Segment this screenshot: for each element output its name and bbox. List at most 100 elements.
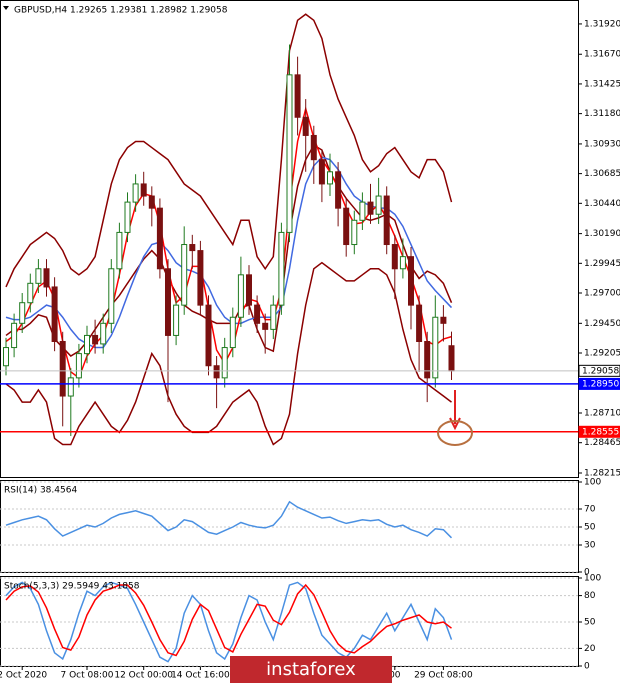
- candle-body: [229, 316, 236, 349]
- target-circle: [437, 420, 473, 446]
- candle-body: [84, 334, 90, 355]
- price-label-box: [578, 425, 620, 438]
- candle-body: [432, 316, 439, 379]
- candle-body: [148, 195, 155, 209]
- candle-body: [19, 302, 26, 324]
- candle-body: [181, 244, 188, 306]
- x-tick-label: 12 Oct 00:00: [114, 671, 173, 681]
- y-tick-label: 1.29205: [584, 349, 620, 359]
- title-icon: [3, 6, 9, 10]
- candle-body: [197, 250, 204, 306]
- y-tick-label: 1.28215: [584, 469, 620, 479]
- panel-title: RSI(14) 38.4564: [4, 486, 77, 496]
- panel-title: GBPUSD,H4 1.29265 1.29381 1.28982 1.2905…: [14, 6, 228, 16]
- y-tick-label: 1.29450: [584, 319, 620, 329]
- candle-body: [3, 347, 9, 367]
- candle-body: [156, 207, 163, 270]
- y-tick-label: 0: [584, 662, 590, 672]
- candle-body: [213, 365, 220, 379]
- candle-body: [75, 353, 82, 379]
- y-tick-label: 100: [584, 478, 601, 488]
- candle-body: [302, 116, 309, 136]
- y-tick-label: 70: [584, 505, 596, 515]
- price-label-box: [578, 377, 620, 390]
- candle-body: [383, 195, 390, 246]
- candle-body: [11, 322, 18, 349]
- candle-body: [440, 316, 447, 324]
- candle-body: [237, 274, 244, 318]
- panel-title: Stoch(5,3,3) 29.5949 43.1858: [4, 582, 140, 592]
- indicator-line: [5, 261, 452, 446]
- y-tick-label: 1.30930: [584, 139, 620, 149]
- y-tick-label: 1.31180: [584, 109, 620, 119]
- candle-body: [35, 268, 42, 284]
- x-tick-label: 2 Oct 2020: [0, 671, 47, 681]
- price-label-box: [578, 364, 620, 377]
- candle-body: [51, 286, 58, 342]
- candle-body: [254, 304, 261, 324]
- candle-body: [286, 74, 293, 233]
- candle-body: [448, 345, 455, 372]
- candle-body: [205, 304, 212, 367]
- x-tick-label: 14 Oct 16:00: [171, 671, 230, 681]
- price-label: 1.28555: [582, 427, 619, 437]
- indicator-line: [5, 144, 453, 357]
- candle-body: [43, 268, 50, 288]
- y-tick-label: 1.31920: [584, 19, 620, 29]
- candle-body: [359, 201, 366, 221]
- candle-body: [343, 207, 350, 246]
- y-tick-label: 20: [584, 644, 596, 654]
- candle-body: [108, 268, 115, 324]
- y-tick-label: 1.30440: [584, 199, 620, 209]
- y-tick-label: 50: [584, 523, 596, 533]
- candle-body: [408, 256, 414, 306]
- candle-body: [416, 304, 423, 342]
- candle-body: [189, 244, 196, 252]
- y-tick-label: 1.31425: [584, 79, 620, 89]
- y-tick-label: 1.30190: [584, 229, 620, 239]
- candle-body: [100, 322, 107, 345]
- candle-body: [424, 340, 431, 379]
- x-tick-label: 29 Oct 08:00: [414, 671, 473, 681]
- candle-body: [165, 268, 171, 336]
- y-tick-label: 30: [584, 541, 596, 551]
- indicator-line: [5, 13, 453, 288]
- candle-body: [367, 201, 374, 215]
- watermark-box: [230, 656, 392, 683]
- y-tick-label: 100: [584, 574, 601, 584]
- indicator-line: [5, 500, 453, 539]
- panel-frame: [0, 0, 579, 478]
- candle-body: [270, 304, 277, 330]
- y-tick-label: 1.29945: [584, 259, 620, 269]
- candle-body: [173, 304, 180, 336]
- y-tick-label: 80: [584, 591, 596, 601]
- price-label: 1.28950: [582, 379, 619, 389]
- y-tick-label: 1.29700: [584, 289, 620, 299]
- y-tick-label: 1.30685: [584, 169, 620, 179]
- y-tick-label: 1.28465: [584, 438, 620, 448]
- candle-body: [140, 183, 147, 197]
- candle-body: [67, 377, 74, 397]
- candle-body: [59, 340, 66, 397]
- candle-body: [294, 74, 301, 118]
- candle-body: [116, 231, 123, 270]
- candle-body: [327, 171, 333, 185]
- candle-body: [318, 159, 325, 185]
- candle-body: [351, 219, 358, 246]
- candle-body: [221, 347, 228, 379]
- candle-body: [375, 195, 382, 215]
- candle-body: [335, 171, 342, 209]
- candle-body: [278, 231, 285, 306]
- watermark: instaforex: [266, 659, 356, 680]
- y-tick-label: 1.28710: [584, 409, 620, 419]
- x-tick-label: 7 Oct 08:00: [61, 671, 114, 681]
- indicator-line: [5, 583, 452, 657]
- candle-body: [310, 134, 317, 161]
- x-tick-label: 00: [389, 671, 401, 681]
- candle-body: [132, 183, 139, 203]
- candle-body: [246, 274, 252, 306]
- price-label: 1.29058: [582, 366, 619, 376]
- y-tick-label: 50: [584, 618, 596, 628]
- candle-body: [124, 201, 131, 233]
